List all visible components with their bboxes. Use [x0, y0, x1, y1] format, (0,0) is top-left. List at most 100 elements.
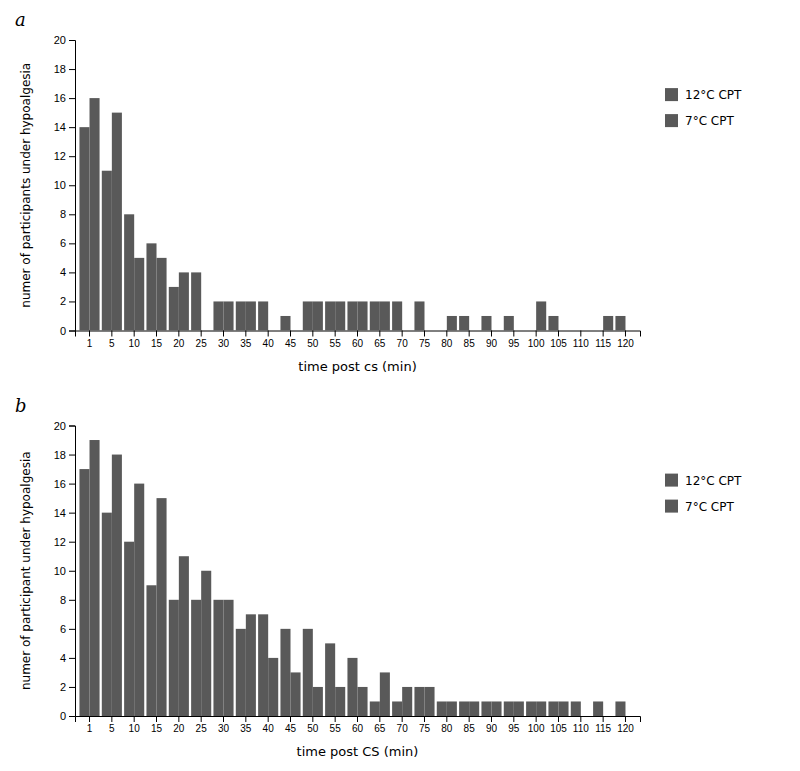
bar: [335, 301, 345, 330]
x-tick-mark: [312, 331, 313, 337]
bar: [124, 542, 134, 716]
y-tick-mark: [69, 331, 75, 332]
y-tick-label: 12: [54, 150, 66, 162]
x-tick-mark: [89, 716, 90, 722]
bar: [380, 672, 390, 716]
x-tick-mark: [178, 716, 179, 722]
x-tick-label: 55: [330, 723, 342, 734]
bar: [615, 701, 625, 716]
x-tick: 20: [173, 331, 185, 349]
legend-item: 12°C CPT: [665, 88, 742, 102]
x-tick-mark: [335, 716, 336, 722]
y-tick-mark: [69, 185, 75, 186]
legend: 12°C CPT 7°C CPT: [665, 474, 742, 514]
x-tick: 45: [285, 716, 297, 734]
x-tick-mark: [290, 331, 291, 337]
x-tick-label: 120: [617, 338, 634, 349]
panel-label: a: [15, 9, 26, 30]
x-tick-label: 1: [87, 723, 93, 734]
y-tick: 18: [54, 63, 75, 75]
x-tick-label: 90: [486, 723, 498, 734]
bar: [459, 316, 469, 331]
x-tick-label: 60: [352, 723, 364, 734]
x-tick-mark: [603, 716, 604, 722]
bar: [157, 258, 167, 331]
x-tick: 60: [352, 716, 364, 734]
x-tick: 105: [550, 331, 567, 349]
y-tick-mark: [69, 426, 75, 427]
bar: [380, 301, 390, 330]
y-tick: 0: [60, 325, 75, 337]
bar: [236, 301, 246, 330]
x-tick: 100: [528, 331, 545, 349]
x-tick: 35: [240, 716, 252, 734]
panel: 0246810121416182015101520253035404550556…: [15, 9, 742, 374]
y-tick: 16: [54, 478, 75, 490]
y-tick-mark: [69, 127, 75, 128]
bar: [224, 301, 234, 330]
y-tick-label: 18: [54, 63, 66, 75]
panel: 0246810121416182015101520253035404550556…: [15, 395, 742, 760]
y-axis-title: numer of participant under hypoalgesia: [19, 451, 33, 690]
bar: [79, 469, 89, 716]
bar: [213, 600, 223, 716]
x-tick-label: 45: [285, 723, 297, 734]
bar: [571, 330, 581, 331]
legend-swatch: [665, 474, 678, 487]
bar-series: [90, 98, 614, 330]
x-tick-mark: [223, 331, 224, 337]
bar: [581, 716, 591, 717]
x-tick-mark: [469, 331, 470, 337]
x-tick: 100: [528, 716, 545, 734]
y-tick-mark: [69, 513, 75, 514]
bar: [280, 316, 290, 331]
x-tick-label: 15: [151, 338, 163, 349]
axis-line: [69, 41, 76, 332]
x-tick: 15: [151, 716, 163, 734]
y-tick-label: 14: [54, 121, 66, 133]
x-tick-label: 50: [307, 723, 319, 734]
x-tick-label: 75: [419, 338, 431, 349]
y-tick-mark: [69, 629, 75, 630]
y-tick: 8: [60, 594, 75, 606]
bar: [625, 716, 635, 717]
bar: [504, 316, 514, 331]
x-tick: 40: [263, 716, 275, 734]
bar: [447, 701, 457, 716]
x-tick: 110: [573, 716, 589, 734]
bar: [335, 687, 345, 716]
x-tick: 50: [307, 331, 319, 349]
x-tick-label: 60: [352, 338, 364, 349]
bar: [191, 272, 201, 330]
x-tick-label: 110: [573, 723, 589, 734]
axis-line: [76, 331, 641, 337]
x-tick-label: 10: [129, 338, 141, 349]
bar: [603, 316, 613, 331]
plot-area: [79, 440, 625, 716]
bar: [258, 301, 268, 330]
bar: [79, 127, 89, 330]
x-tick-mark: [268, 331, 269, 337]
x-tick: 120: [617, 716, 634, 734]
legend-item: 7°C CPT: [665, 500, 734, 514]
bar: [112, 113, 122, 331]
y-tick-label: 4: [60, 266, 66, 278]
x-tick-label: 30: [218, 723, 230, 734]
bar: [504, 701, 514, 716]
bar: [593, 330, 603, 331]
bar: [424, 330, 434, 331]
legend-label: 12°C CPT: [685, 474, 742, 488]
x-tick-mark: [357, 716, 358, 722]
x-tick-label: 95: [508, 338, 520, 349]
x-tick: 30: [218, 716, 230, 734]
x-tick-label: 5: [109, 723, 115, 734]
bar: [134, 484, 144, 716]
x-tick-label: 25: [196, 723, 208, 734]
y-tick-mark: [69, 484, 75, 485]
x-tick: 75: [419, 331, 431, 349]
x-tick: 115: [595, 331, 611, 349]
bar-series: [79, 127, 625, 330]
y-tick-mark: [69, 455, 75, 456]
x-tick: 55: [330, 716, 342, 734]
bar: [146, 585, 156, 716]
